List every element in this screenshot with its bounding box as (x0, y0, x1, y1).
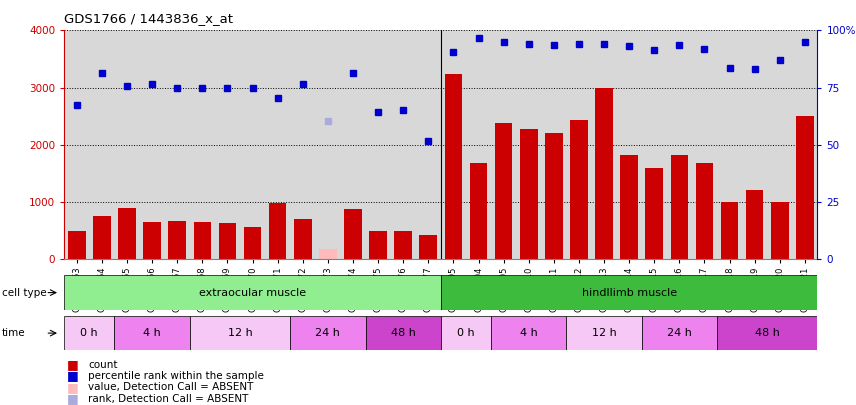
Bar (470, 163, 487, 259)
Text: 0 h: 0 h (457, 328, 475, 338)
Text: value, Detection Call = ABSENT: value, Detection Call = ABSENT (88, 382, 253, 392)
Text: ■: ■ (67, 369, 79, 382)
Text: ■: ■ (67, 381, 79, 394)
Bar (670, 155, 688, 259)
Bar (570, 119, 588, 259)
Text: 48 h: 48 h (755, 328, 780, 338)
Bar (169, 221, 186, 259)
Bar (269, 203, 287, 259)
Text: 48 h: 48 h (390, 328, 416, 338)
Text: count: count (88, 360, 117, 369)
Bar (68, 230, 86, 259)
Text: extraocular muscle: extraocular muscle (199, 288, 306, 298)
Bar (717, 316, 817, 350)
Bar (491, 316, 567, 350)
Bar (190, 316, 290, 350)
Bar (193, 222, 211, 259)
Bar (218, 223, 236, 259)
Bar (319, 249, 336, 259)
Text: cell type: cell type (2, 288, 46, 298)
Text: 24 h: 24 h (315, 328, 341, 338)
Bar (143, 222, 161, 259)
Bar (93, 216, 110, 259)
Bar (419, 234, 437, 259)
Text: GDS1766 / 1443836_x_at: GDS1766 / 1443836_x_at (64, 12, 233, 25)
Bar (294, 219, 312, 259)
Bar (64, 275, 441, 310)
Bar (290, 316, 366, 350)
Bar (520, 129, 538, 259)
Bar (595, 87, 613, 259)
Text: time: time (2, 328, 26, 338)
Text: 12 h: 12 h (228, 328, 253, 338)
Text: 4 h: 4 h (143, 328, 161, 338)
Bar (696, 162, 713, 259)
Text: 0 h: 0 h (80, 328, 98, 338)
Text: ■: ■ (67, 358, 79, 371)
Bar (395, 231, 412, 259)
Text: hindllimb muscle: hindllimb muscle (581, 288, 677, 298)
Text: percentile rank within the sample: percentile rank within the sample (88, 371, 264, 381)
Bar (721, 202, 739, 259)
Bar (244, 227, 261, 259)
Bar (645, 168, 663, 259)
Text: ■: ■ (67, 392, 79, 405)
Bar (366, 316, 441, 350)
Text: 4 h: 4 h (520, 328, 538, 338)
Bar (796, 116, 814, 259)
Bar (567, 316, 642, 350)
Bar (115, 316, 190, 350)
Bar (344, 209, 362, 259)
Bar (441, 275, 817, 310)
Bar (621, 155, 638, 259)
Bar (369, 231, 387, 259)
Text: 24 h: 24 h (667, 328, 692, 338)
Bar (441, 316, 491, 350)
Bar (444, 75, 462, 259)
Bar (545, 133, 562, 259)
Bar (771, 202, 788, 259)
Text: 12 h: 12 h (591, 328, 616, 338)
Bar (746, 190, 764, 259)
Bar (495, 123, 513, 259)
Bar (64, 316, 115, 350)
Bar (642, 316, 717, 350)
Text: rank, Detection Call = ABSENT: rank, Detection Call = ABSENT (88, 394, 248, 403)
Bar (118, 208, 136, 259)
